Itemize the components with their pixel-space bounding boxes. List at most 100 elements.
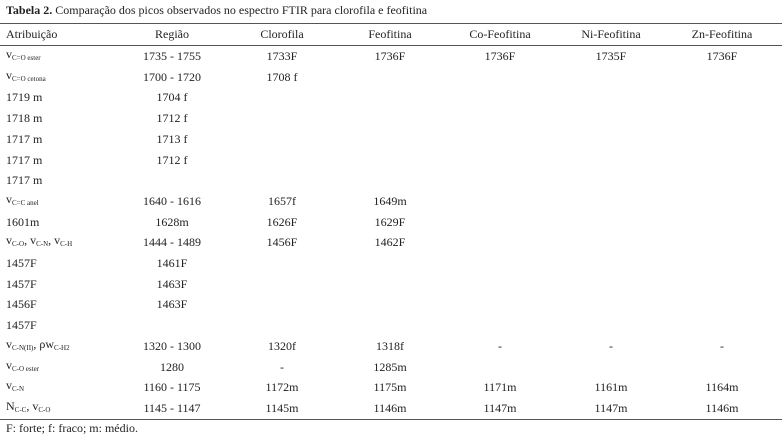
cell: 1456F [266, 235, 298, 250]
header-cell: Atribuição [6, 27, 58, 41]
cell: 1735 - 1755 [143, 49, 201, 63]
caption: Tabela 2. Comparação dos picos observado… [6, 3, 427, 17]
bottom-rule [0, 419, 782, 420]
cell: 1736F [706, 49, 738, 63]
top-rule [0, 23, 782, 24]
cell-text: N [6, 398, 15, 413]
cell-subscript: C-N [36, 240, 49, 249]
cell: 1708 f [266, 69, 298, 84]
cell: vC=O ester [6, 47, 41, 65]
cell: 1145 - 1147 [143, 400, 201, 415]
cell: vC-N(II), ρwC-H2 [6, 337, 70, 355]
cell: 1649m [373, 193, 407, 208]
cell: 1147m [594, 400, 628, 415]
cell: 1146m [705, 400, 739, 415]
cell-subscript: C-H2 [54, 343, 70, 352]
cell: 1457F [6, 318, 37, 333]
cell: vC=C anel [6, 192, 39, 210]
cell: 1164m [705, 380, 739, 395]
cell: - [498, 338, 502, 353]
header-cell: Ni-Feofitina [581, 27, 641, 41]
cell: 1601m [6, 214, 40, 229]
cell: 1280 [160, 359, 184, 374]
cell: 1713 f [156, 131, 188, 146]
cell: - [720, 338, 724, 353]
cell: 1320f [268, 338, 296, 353]
cell: 1146m [373, 400, 407, 415]
cell-text: v [6, 67, 12, 82]
cell: 1461F [156, 256, 188, 270]
cell-subscript: C-O [12, 240, 25, 249]
cell: 1161m [594, 380, 628, 395]
cell: 1147m [483, 400, 517, 415]
header-cell: Zn-Feofitina [691, 27, 753, 41]
header-cell: Feofitina [368, 27, 412, 41]
cell-subscript: C-N [12, 385, 25, 394]
header-rule [0, 45, 782, 46]
cell: 1640 - 1616 [143, 193, 201, 208]
cell-text: , v [48, 233, 61, 248]
cell: 1444 - 1489 [143, 235, 201, 250]
cell: 1700 - 1720 [143, 69, 201, 84]
cell: vC=O cetona [6, 68, 46, 86]
header-cell: Clorofila [260, 27, 304, 41]
cell-subscript: C-O [38, 405, 51, 414]
cell-subscript: C-C [14, 405, 27, 414]
cell: 1172m [265, 380, 299, 395]
cell: NC-C, vC-O [6, 399, 50, 417]
cell-text: , v [26, 398, 39, 413]
cell: 1457F [6, 276, 37, 291]
cell: 1736F [484, 49, 516, 63]
cell: 1462F [374, 235, 406, 250]
cell-subscript: C-O ester [12, 364, 40, 373]
cell: 1456F [6, 297, 37, 312]
cell: 1628m [155, 214, 189, 229]
cell: 1717 m [6, 131, 43, 146]
footnote: F: forte; f: fraco; m: médio. [6, 421, 138, 435]
cell: 1712 f [156, 111, 188, 126]
caption-label: Tabela 2. [6, 3, 53, 17]
cell: 1629F [374, 214, 406, 229]
cell-subscript: C=O ester [12, 54, 41, 62]
cell: 1318f [376, 338, 404, 353]
cell: 1457F [6, 256, 37, 270]
cell: - [280, 359, 284, 374]
cell-text: v [6, 378, 12, 393]
cell: 1171m [483, 380, 517, 395]
cell-text: , v [24, 233, 37, 248]
cell: 1718 m [6, 111, 43, 126]
cell: 1463F [156, 297, 188, 312]
cell-text: , ρw [33, 336, 55, 351]
cell: vC-O ester [6, 358, 39, 376]
cell-subscript: C=C anel [12, 198, 39, 207]
cell: 1285m [373, 359, 407, 374]
cell-subscript: C-H [60, 240, 73, 249]
cell-text: v [6, 233, 12, 248]
cell: 1717 m [6, 152, 43, 167]
cell-text: v [6, 47, 12, 61]
header-cell: Co-Feofitina [469, 27, 531, 41]
cell: vC-N [6, 378, 24, 396]
cell: vC-O, vC-N, vC-H [6, 233, 72, 251]
cell-text: v [6, 191, 12, 206]
cell-text: v [6, 336, 12, 351]
caption-text: Comparação dos picos observados no espec… [55, 3, 428, 17]
cell: 1175m [373, 380, 407, 395]
cell: 1626F [266, 214, 298, 229]
cell: 1320 - 1300 [143, 338, 201, 353]
cell: 1735F [595, 49, 627, 63]
cell-subscript: C=O cetona [12, 74, 46, 83]
cell: 1736F [374, 49, 406, 63]
cell: 1160 - 1175 [143, 380, 201, 395]
cell: 1717 m [6, 173, 43, 188]
cell-text: v [6, 357, 12, 372]
cell: 1704 f [156, 90, 188, 105]
cell-subscript: C-N(II) [12, 343, 34, 352]
cell: 1145m [265, 400, 299, 415]
header-cell: Região [155, 27, 189, 41]
cell: 1712 f [156, 152, 188, 167]
cell: - [609, 338, 613, 353]
cell: 1733F [266, 49, 298, 63]
cell: 1719 m [6, 90, 43, 105]
